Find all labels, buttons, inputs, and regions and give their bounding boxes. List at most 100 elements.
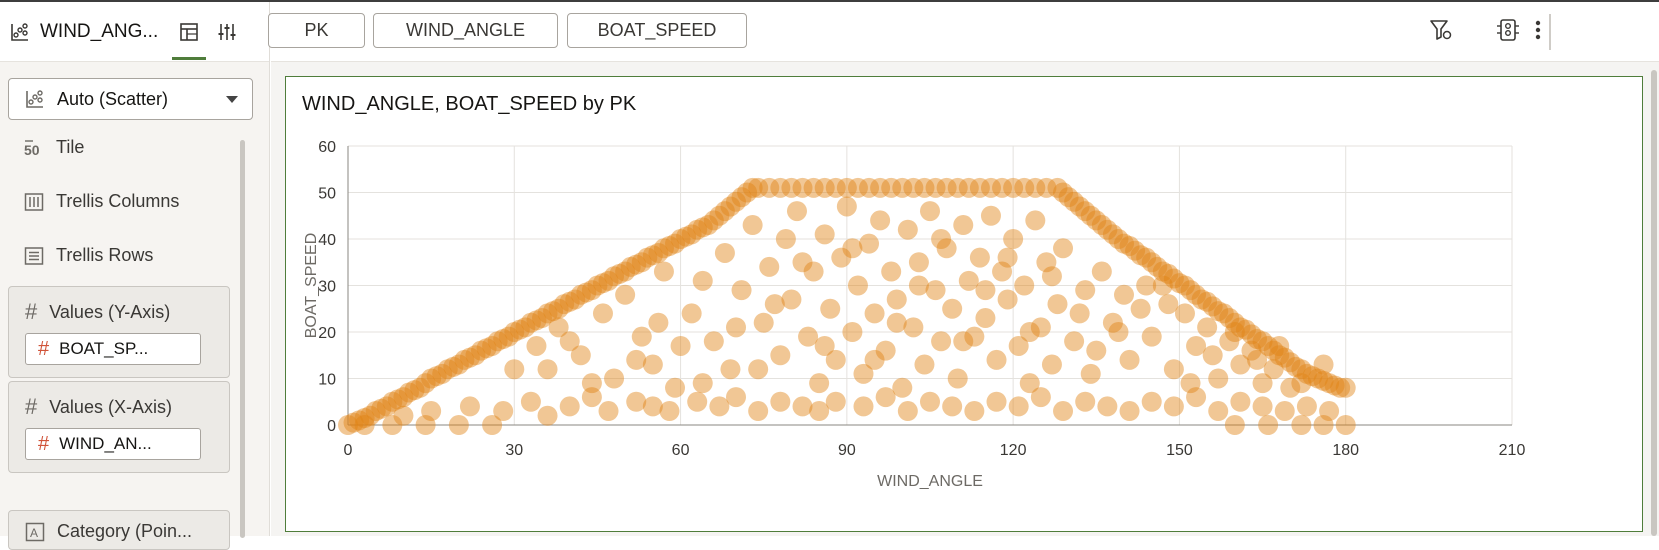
data-point <box>681 224 702 245</box>
data-point <box>1008 335 1029 356</box>
data-point <box>1147 256 1168 277</box>
data-point <box>875 387 896 408</box>
drop-target-trellis-columns[interactable]: Trellis Columns <box>24 191 179 212</box>
data-point <box>1197 317 1218 338</box>
data-point <box>825 177 846 198</box>
data-point <box>1174 275 1195 296</box>
well-values-x-label: Values (X-Axis) <box>49 396 172 417</box>
data-point <box>709 205 730 226</box>
data-point <box>770 177 791 198</box>
column-chip-boat-speed[interactable]: # BOAT_SP... <box>25 333 201 365</box>
data-point <box>825 391 846 412</box>
data-point <box>770 391 791 412</box>
y-tick-label: 30 <box>318 279 336 296</box>
data-point <box>798 326 819 347</box>
chart-tile[interactable]: 0 10 20 30 40 50 60 0 30 60 90 120 150 180 210 WIND_ANG… <box>285 76 1643 532</box>
data-point <box>559 291 580 312</box>
data-point <box>509 319 530 340</box>
data-point <box>886 312 907 333</box>
data-point <box>1269 335 1290 356</box>
data-point <box>1125 240 1146 261</box>
well-values-x[interactable]: # Values (X-Axis) # WIND_AN... <box>8 381 230 473</box>
tab-grammar[interactable] <box>170 2 208 62</box>
drop-target-trellis-rows[interactable]: Trellis Rows <box>24 245 153 266</box>
data-point <box>487 331 508 352</box>
data-point <box>637 247 658 268</box>
tile-label: Tile <box>56 137 85 157</box>
data-point <box>587 275 608 296</box>
data-point <box>1108 229 1129 249</box>
data-point <box>1274 401 1295 422</box>
data-point <box>1114 284 1134 305</box>
data-point <box>731 187 752 208</box>
data-point <box>1335 377 1356 398</box>
data-point <box>592 273 613 294</box>
data-point <box>814 335 835 356</box>
x-tick-label: 210 <box>1499 442 1526 459</box>
data-point <box>726 317 746 338</box>
data-point <box>554 294 575 315</box>
tab-properties[interactable] <box>208 2 246 62</box>
data-point <box>1069 303 1090 324</box>
data-point <box>1230 354 1251 375</box>
data-point <box>1130 245 1151 266</box>
data-point <box>576 282 597 303</box>
data-point <box>992 261 1013 282</box>
properties-panel: WIND_ANG... <box>0 2 270 550</box>
data-point <box>559 331 580 352</box>
data-point <box>859 177 880 198</box>
pill-label: WIND_ANGLE <box>405 20 526 40</box>
data-point <box>504 322 525 342</box>
data-point <box>1263 340 1284 361</box>
data-point <box>1019 373 1040 394</box>
data-point <box>1308 368 1328 389</box>
more-options-icon[interactable] <box>1533 18 1543 42</box>
data-point <box>393 405 414 426</box>
data-point <box>520 312 541 333</box>
data-point <box>537 359 558 380</box>
data-point <box>892 377 913 398</box>
data-point <box>1313 370 1334 391</box>
data-point <box>648 242 669 263</box>
data-point <box>410 377 431 398</box>
data-point <box>565 289 586 310</box>
x-tick-label: 90 <box>838 442 856 459</box>
data-point <box>692 373 713 394</box>
data-point <box>532 308 552 329</box>
drop-target-tile[interactable]: 50 Tile <box>24 137 84 158</box>
well-values-y[interactable]: # Values (Y-Axis) # BOAT_SP... <box>8 286 230 378</box>
data-point <box>387 389 408 410</box>
data-point <box>803 261 824 282</box>
data-point <box>398 382 419 403</box>
data-point <box>609 263 630 284</box>
panel-scrollbar[interactable] <box>240 140 245 538</box>
data-point <box>670 229 691 249</box>
scatter-plot[interactable]: 0 10 20 30 40 50 60 0 30 60 90 120 150 180 210 WIND_ANG… <box>286 77 1642 531</box>
filter-pill-pk[interactable]: PK <box>268 13 365 48</box>
x-tick-label: 60 <box>672 442 690 459</box>
filter-settings-icon[interactable] <box>1429 18 1453 42</box>
well-category[interactable]: A Category (Poin... <box>8 510 230 550</box>
data-point <box>764 294 785 315</box>
column-chip-wind-angle[interactable]: # WIND_AN... <box>25 428 201 460</box>
data-point <box>1247 328 1268 349</box>
data-action-icon[interactable] <box>1496 18 1520 42</box>
data-point <box>1053 238 1074 259</box>
data-point <box>886 289 907 310</box>
data-point <box>875 340 896 361</box>
data-point <box>354 408 375 429</box>
data-point <box>1313 415 1334 435</box>
filter-pill-boat-speed[interactable]: BOAT_SPEED <box>567 13 747 48</box>
viz-type-select[interactable]: Auto (Scatter) <box>8 78 253 120</box>
data-point <box>820 298 841 319</box>
canvas-scrollbar[interactable] <box>1651 70 1657 536</box>
data-point <box>714 201 735 222</box>
data-point <box>1069 196 1090 217</box>
viz-title[interactable]: WIND_ANG... <box>0 21 170 43</box>
data-point <box>1091 215 1112 236</box>
filter-pill-wind-angle[interactable]: WIND_ANGLE <box>373 13 558 48</box>
data-point <box>1086 210 1107 231</box>
trellis-columns-icon <box>24 192 44 211</box>
data-point <box>853 363 874 384</box>
data-point <box>520 391 541 412</box>
